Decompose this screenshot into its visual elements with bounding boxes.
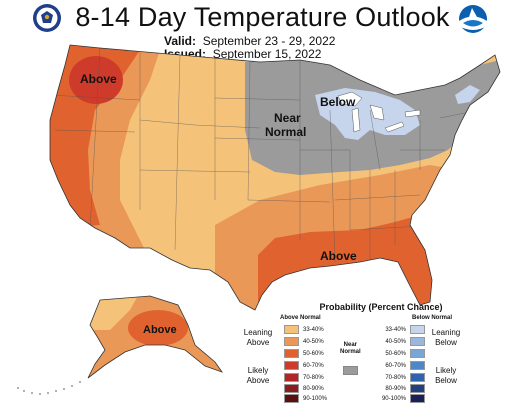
likely-below-line-2: Below	[435, 376, 457, 385]
department-of-commerce-seal-icon	[33, 4, 61, 32]
swatch-above-70-80	[284, 373, 299, 382]
legend-below-row-2: 40-50%	[372, 336, 425, 347]
label-northeast: Below	[320, 95, 356, 109]
lake-huron	[369, 104, 385, 121]
label-northwest: Above	[80, 72, 117, 86]
range-below-6: 80-90%	[385, 385, 406, 392]
legend-title: Probability (Percent Chance)	[319, 302, 443, 312]
lake-michigan	[351, 107, 361, 133]
swatch-below-33-40	[410, 325, 425, 334]
range-above-2: 40-50%	[303, 338, 324, 345]
range-above-1: 33-40%	[303, 326, 324, 333]
legend-below-row-4: 60-70%	[372, 360, 425, 371]
legend-above-row-5: 70-80%	[284, 372, 337, 383]
range-above-3: 50-60%	[303, 350, 324, 357]
legend-below-row-6: 80-90%	[372, 383, 425, 394]
swatch-below-70-80	[410, 373, 425, 382]
near-normal-line-2: Normal	[340, 349, 361, 355]
aleutian-islands	[17, 381, 81, 395]
leaning-above-line-2: Above	[246, 338, 270, 347]
issued-value: September 15, 2022	[212, 47, 322, 61]
leaning-below-line-2: Below	[435, 338, 457, 347]
legend-below-row-1: 33-40%	[372, 324, 425, 335]
legend-below-row-5: 70-80%	[372, 372, 425, 383]
swatch-below-40-50	[410, 337, 425, 346]
legend-above-row-2: 40-50%	[284, 336, 337, 347]
alaska-outline	[87, 295, 224, 379]
new-england-below-area	[455, 85, 480, 104]
valid-label: Valid:	[164, 34, 197, 48]
legend-likely-above: Likely Above	[240, 366, 276, 386]
lake-erie	[384, 121, 405, 133]
legend-above-row-4: 60-70%	[284, 360, 337, 371]
lake-ontario	[404, 109, 421, 118]
range-below-3: 50-60%	[385, 350, 406, 357]
range-above-7: 90-100%	[303, 395, 328, 402]
swatch-below-80-90	[410, 384, 425, 393]
swatch-above-33-40	[284, 325, 299, 334]
swatch-above-90-100	[284, 394, 299, 403]
range-above-5: 70-80%	[303, 374, 324, 381]
valid-dates: Valid: September 23 - 29, 2022	[164, 34, 335, 48]
range-above-4: 60-70%	[303, 362, 324, 369]
swatch-near-normal	[343, 366, 358, 375]
legend-above-row-3: 50-60%	[284, 348, 337, 359]
legend: Probability (Percent Chance) Above Norma…	[240, 300, 522, 403]
label-near-normal-1: Near	[274, 111, 301, 125]
legend-above-row-7: 90-100%	[284, 393, 337, 404]
label-near-normal-2: Normal	[265, 125, 306, 139]
swatch-below-60-70	[410, 361, 425, 370]
leaning-above-line-1: Leaning	[243, 328, 273, 337]
alaska-50-60-area	[128, 310, 188, 346]
legend-above-row-6: 80-90%	[284, 383, 337, 394]
range-below-5: 70-80%	[385, 374, 406, 381]
range-below-2: 40-50%	[385, 338, 406, 345]
state-boundaries	[50, 47, 481, 263]
legend-near-normal: Near Normal	[340, 342, 361, 356]
near-normal-line-1: Near	[343, 342, 357, 348]
legend-leaning-below: Leaning Below	[428, 328, 464, 348]
range-above-6: 80-90%	[303, 385, 324, 392]
swatch-above-80-90	[284, 384, 299, 393]
label-southeast: Above	[320, 249, 357, 263]
northwest-60-70-area	[69, 56, 123, 104]
legend-above-header: Above Normal	[280, 315, 321, 321]
likely-above-line-2: Above	[246, 376, 270, 385]
range-below-4: 60-70%	[385, 362, 406, 369]
likely-below-line-1: Likely	[435, 366, 457, 375]
likely-above-line-1: Likely	[247, 366, 269, 375]
legend-likely-below: Likely Below	[428, 366, 464, 386]
range-below-1: 33-40%	[385, 326, 406, 333]
leaning-below-line-1: Leaning	[431, 328, 461, 337]
legend-leaning-above: Leaning Above	[240, 328, 276, 348]
swatch-above-50-60	[284, 349, 299, 358]
legend-below-row-7: 90-100%	[372, 393, 425, 404]
valid-value: September 23 - 29, 2022	[202, 34, 336, 48]
swatch-below-90-100	[410, 394, 425, 403]
lake-superior	[337, 91, 363, 107]
swatch-below-50-60	[410, 349, 425, 358]
noaa-logo-icon	[459, 5, 487, 33]
swatch-above-40-50	[284, 337, 299, 346]
legend-below-row-3: 50-60%	[372, 348, 425, 359]
conus-outline	[49, 44, 501, 311]
west-coast-50-60-area	[50, 45, 140, 230]
page-title: 8-14 Day Temperature Outlook	[75, 2, 450, 32]
legend-above-row-1: 33-40%	[284, 324, 337, 335]
legend-below-header: Below Normal	[412, 315, 453, 321]
label-alaska: Above	[143, 324, 177, 336]
swatch-above-60-70	[284, 361, 299, 370]
range-below-7: 90-100%	[381, 395, 406, 402]
